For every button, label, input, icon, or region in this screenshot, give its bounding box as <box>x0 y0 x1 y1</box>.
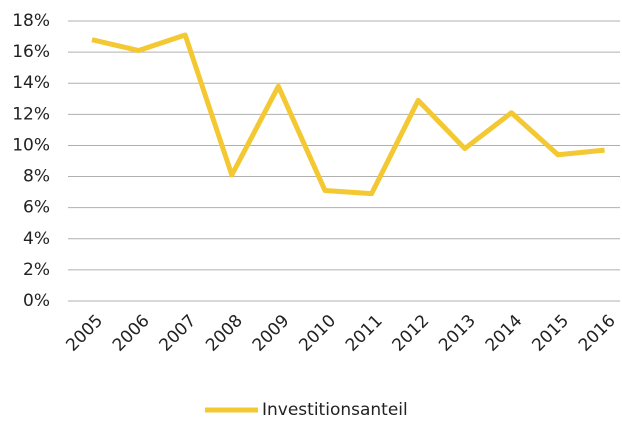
x-tick-label: 2015 <box>528 311 573 356</box>
y-tick-label: 4% <box>23 229 50 249</box>
x-tick-label: 2008 <box>202 311 247 356</box>
y-tick-label: 8% <box>23 167 50 187</box>
x-tick-label: 2012 <box>389 311 434 356</box>
y-tick-label: 10% <box>12 135 50 155</box>
legend-label: Investitionsanteil <box>262 400 408 420</box>
x-tick-label: 2013 <box>435 311 480 356</box>
line-series <box>91 32 605 197</box>
x-tick-label: 2005 <box>62 311 107 356</box>
y-tick-label: 18% <box>12 11 50 31</box>
y-tick-label: 6% <box>23 198 50 218</box>
x-tick-label: 2014 <box>482 311 527 356</box>
y-tick-label: 14% <box>12 73 50 93</box>
y-tick-label: 2% <box>23 260 50 280</box>
y-tick-label: 0% <box>23 291 50 311</box>
x-tick-label: 2006 <box>109 311 154 356</box>
x-tick-label: 2007 <box>156 311 201 356</box>
x-tick-label: 2009 <box>249 311 294 356</box>
y-tick-label: 16% <box>12 42 50 62</box>
y-tick-label: 12% <box>12 104 50 124</box>
x-tick-label: 2016 <box>575 311 620 356</box>
x-tick-label: 2010 <box>295 311 340 356</box>
x-tick-label: 2011 <box>342 311 387 356</box>
